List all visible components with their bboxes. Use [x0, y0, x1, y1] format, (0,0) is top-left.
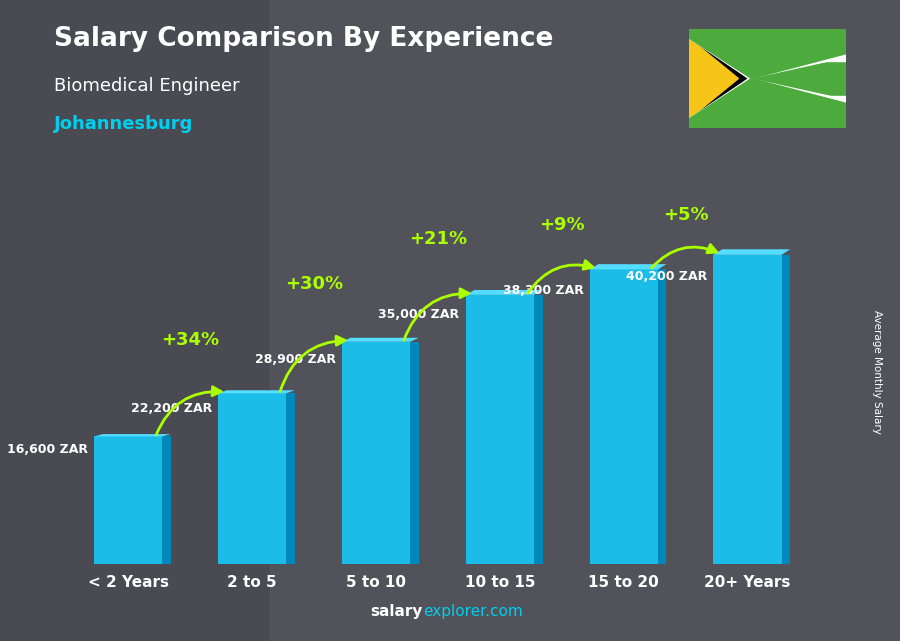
- Polygon shape: [688, 29, 746, 128]
- Bar: [688, 96, 846, 100]
- Text: +5%: +5%: [662, 206, 708, 224]
- FancyBboxPatch shape: [590, 269, 658, 564]
- Text: 28,900 ZAR: 28,900 ZAR: [255, 353, 336, 366]
- Polygon shape: [688, 29, 846, 78]
- Polygon shape: [688, 78, 846, 128]
- Polygon shape: [410, 342, 419, 564]
- Text: +21%: +21%: [409, 230, 467, 248]
- Text: 38,300 ZAR: 38,300 ZAR: [502, 284, 583, 297]
- Text: explorer.com: explorer.com: [423, 604, 523, 619]
- Polygon shape: [534, 295, 543, 564]
- Polygon shape: [342, 338, 418, 342]
- Polygon shape: [286, 394, 295, 564]
- Text: 22,200 ZAR: 22,200 ZAR: [130, 402, 212, 415]
- Text: Biomedical Engineer: Biomedical Engineer: [54, 77, 239, 95]
- Bar: [688, 61, 846, 96]
- Text: Average Monthly Salary: Average Monthly Salary: [872, 310, 883, 434]
- Polygon shape: [781, 255, 790, 564]
- Text: +30%: +30%: [285, 275, 343, 293]
- FancyBboxPatch shape: [714, 255, 781, 564]
- Polygon shape: [94, 434, 171, 437]
- Text: Johannesburg: Johannesburg: [54, 115, 194, 133]
- Polygon shape: [714, 249, 790, 255]
- Text: +9%: +9%: [539, 216, 585, 234]
- Polygon shape: [590, 264, 666, 269]
- Polygon shape: [658, 269, 666, 564]
- FancyBboxPatch shape: [218, 394, 286, 564]
- Bar: [688, 78, 846, 128]
- Polygon shape: [688, 38, 738, 119]
- Polygon shape: [688, 78, 846, 128]
- Text: 40,200 ZAR: 40,200 ZAR: [626, 271, 707, 283]
- Bar: [688, 57, 846, 61]
- Bar: [688, 29, 846, 78]
- Text: salary: salary: [371, 604, 423, 619]
- FancyBboxPatch shape: [94, 437, 162, 564]
- Text: 35,000 ZAR: 35,000 ZAR: [379, 308, 460, 321]
- Text: Salary Comparison By Experience: Salary Comparison By Experience: [54, 26, 554, 52]
- Bar: [270, 0, 900, 641]
- Polygon shape: [466, 290, 543, 295]
- Text: 16,600 ZAR: 16,600 ZAR: [7, 443, 88, 456]
- Text: +34%: +34%: [161, 331, 220, 349]
- FancyBboxPatch shape: [466, 295, 534, 564]
- Polygon shape: [688, 29, 846, 78]
- Polygon shape: [218, 390, 295, 394]
- FancyBboxPatch shape: [342, 342, 410, 564]
- Polygon shape: [162, 437, 171, 564]
